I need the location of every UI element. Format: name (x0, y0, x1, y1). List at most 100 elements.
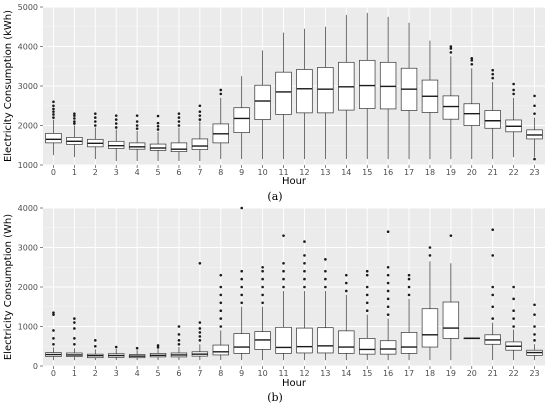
outlier-point (324, 269, 327, 273)
box-hour-7 (191, 262, 209, 361)
outlier-point (324, 285, 327, 289)
box-hour-3 (108, 114, 125, 162)
x-tick-label: 10 (258, 168, 268, 177)
box-iqr (275, 326, 292, 354)
outlier-point (114, 122, 118, 125)
outlier-point (177, 342, 181, 346)
box-hour-1 (66, 112, 83, 158)
y-tick-label: 1000 (18, 323, 38, 332)
x-axis-title: Hour (282, 378, 307, 389)
box-iqr (400, 332, 418, 354)
box-iqr (128, 142, 146, 150)
outlier-point (52, 342, 55, 346)
box-iqr (317, 67, 334, 114)
outlier-point (407, 273, 411, 277)
outlier-point (512, 325, 515, 328)
x-tick-label: 8 (218, 369, 223, 378)
outlier-point (491, 228, 495, 232)
outlier-point (198, 335, 202, 338)
box-hour-13 (317, 26, 334, 160)
box-hour-13 (317, 258, 334, 361)
outlier-point (344, 289, 348, 293)
box-hour-22 (505, 82, 522, 158)
box-hour-14 (338, 14, 355, 160)
outlier-point (219, 317, 223, 320)
y-axis-title: Electricity Consumption (kWh) (3, 10, 14, 162)
x-tick-label: 8 (218, 168, 223, 177)
outlier-point (240, 269, 244, 273)
outlier-point (156, 114, 160, 118)
box-hour-12 (296, 28, 313, 160)
x-tick-label: 11 (278, 369, 288, 378)
outlier-point (386, 297, 390, 301)
outlier-point (156, 128, 160, 131)
outlier-point (533, 303, 536, 307)
box-hour-0 (45, 311, 62, 361)
outlier-point (219, 92, 223, 96)
x-tick-label: 19 (446, 369, 456, 378)
outlier-point (156, 121, 160, 125)
x-tick-label: 19 (446, 168, 456, 177)
box-iqr (296, 327, 313, 354)
box-iqr (379, 61, 397, 110)
outlier-point (512, 285, 515, 289)
outlier-point (52, 110, 55, 113)
outlier-point (261, 301, 264, 305)
outlier-point (303, 285, 306, 289)
outlier-point (73, 112, 76, 115)
box-hour-19 (442, 234, 460, 361)
outlier-point (533, 157, 536, 161)
outlier-point (533, 333, 536, 336)
box-hour-23 (526, 303, 543, 361)
outlier-point (407, 285, 411, 289)
x-tick-label: 18 (425, 168, 435, 177)
outlier-point (219, 88, 223, 92)
x-tick-label: 3 (114, 369, 119, 378)
box-hour-9 (233, 206, 250, 361)
box-hour-2 (87, 112, 104, 160)
outlier-point (73, 321, 76, 324)
x-axis-title: Hour (282, 176, 307, 187)
outlier-point (386, 289, 390, 293)
x-tick-label: 5 (155, 369, 160, 378)
outlier-point (261, 269, 264, 273)
outlier-point (386, 281, 390, 285)
box-iqr (275, 71, 292, 115)
outlier-point (198, 104, 202, 108)
outlier-point (156, 346, 160, 349)
outlier-point (198, 327, 202, 330)
outlier-point (135, 127, 139, 130)
box-hour-4 (128, 346, 146, 361)
outlier-point (533, 325, 536, 328)
box-hour-20 (463, 57, 480, 160)
outlier-point (73, 122, 76, 125)
outlier-point (533, 313, 536, 316)
outlier-point (177, 120, 181, 123)
outlier-point (73, 114, 76, 117)
box-hour-17 (400, 273, 418, 361)
outlier-point (73, 117, 76, 120)
outlier-point (282, 269, 285, 273)
x-tick-label: 23 (529, 369, 539, 378)
outlier-point (52, 113, 55, 116)
outlier-point (324, 258, 327, 261)
y-tick-label: 0 (33, 362, 38, 371)
outlier-point (491, 305, 495, 309)
outlier-point (512, 297, 515, 301)
outlier-point (491, 317, 495, 320)
box-hour-5 (149, 114, 167, 162)
outlier-point (135, 346, 139, 350)
outlier-point (449, 51, 453, 54)
outlier-point (73, 342, 76, 346)
outlier-point (386, 265, 390, 269)
x-tick-label: 14 (341, 369, 351, 378)
x-tick-label: 7 (197, 168, 202, 177)
box-iqr (233, 107, 250, 133)
x-tick-label: 7 (197, 369, 202, 378)
outlier-point (261, 277, 264, 281)
x-tick-label: 16 (383, 369, 393, 378)
outlier-point (219, 301, 223, 305)
outlier-point (93, 124, 97, 127)
x-tick-label: 12 (299, 168, 309, 177)
outlier-point (198, 110, 202, 113)
